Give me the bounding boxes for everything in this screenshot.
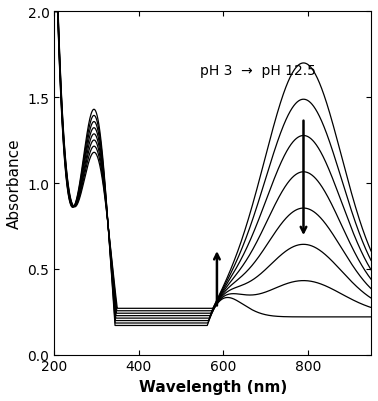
Text: pH 3  →  pH 12.5: pH 3 → pH 12.5 bbox=[200, 64, 316, 78]
X-axis label: Wavelength (nm): Wavelength (nm) bbox=[139, 379, 287, 394]
Y-axis label: Absorbance: Absorbance bbox=[7, 138, 22, 229]
